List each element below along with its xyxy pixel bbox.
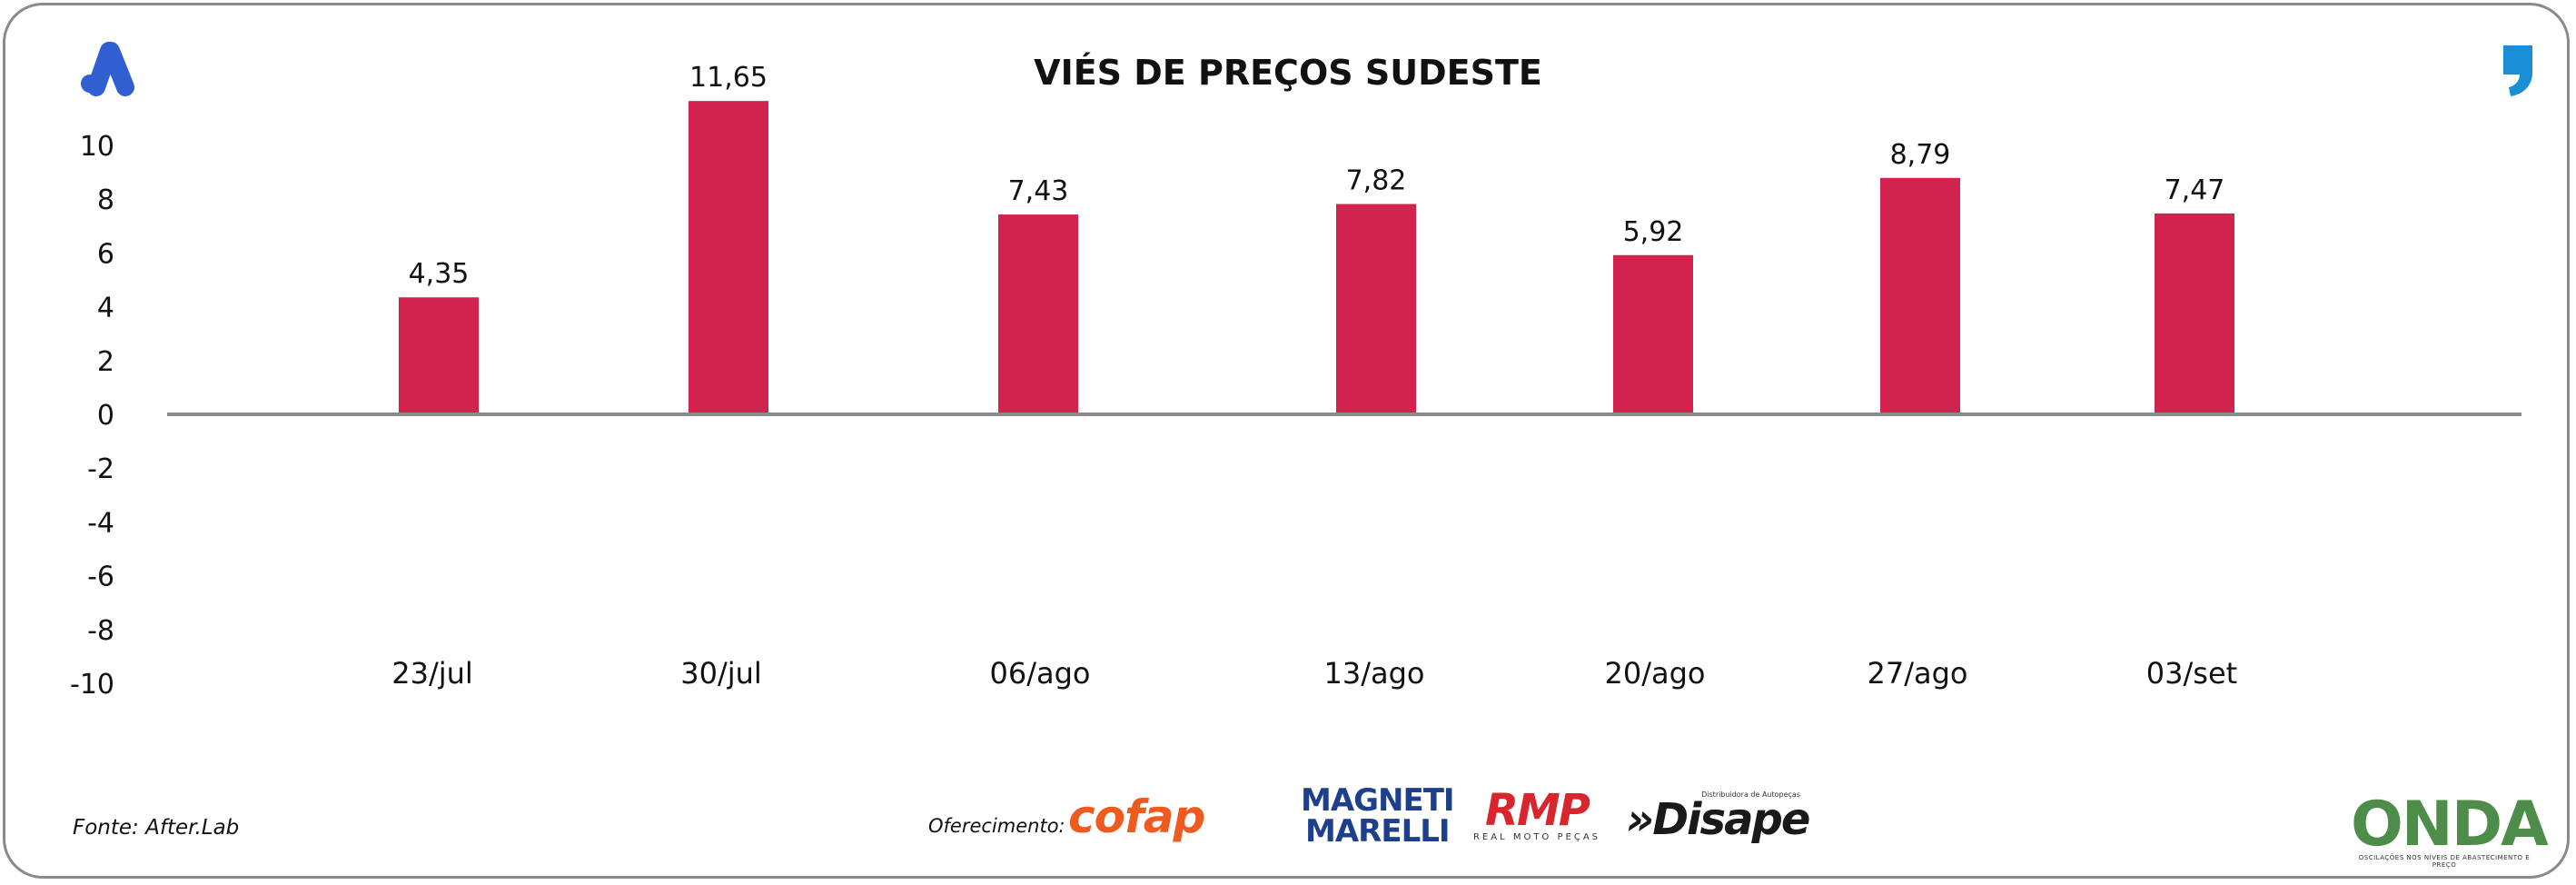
bar <box>399 297 479 414</box>
y-tick-label: -8 <box>87 615 114 647</box>
x-tick-label: 20/ago <box>1605 656 1706 691</box>
x-tick-label: 27/ago <box>1868 656 1968 691</box>
bar <box>998 214 1078 414</box>
onda-logo-subtitle: OSCILAÇÕES NOS NÍVEIS DE ABASTECIMENTO E… <box>2358 854 2531 869</box>
rmp-logo-text: RMP <box>1485 785 1590 836</box>
bar <box>1613 254 1693 414</box>
chart-frame <box>3 3 2570 879</box>
onda-logo-text: ONDA <box>2351 789 2549 860</box>
x-tick-label: 30/jul <box>680 656 762 691</box>
y-tick-label: -6 <box>87 562 114 593</box>
cofap-logo: cofap <box>1068 791 1205 843</box>
after-logo-icon <box>81 42 134 96</box>
magneti-logo-line1: MAGNETI <box>1301 782 1455 819</box>
onda-logo: ONDA OSCILAÇÕES NOS NÍVEIS DE ABASTECIME… <box>2351 789 2549 870</box>
data-label: 7,43 <box>1008 175 1069 207</box>
bar <box>1880 177 1960 415</box>
y-tick-label: 8 <box>97 184 114 216</box>
data-label: 11,65 <box>689 62 768 94</box>
disape-logo: Distribuidora de Autopeças »Disape <box>1626 791 1810 845</box>
data-label: 8,79 <box>1890 139 1951 171</box>
disape-logo-tagline: Distribuidora de Autopeças <box>1701 791 1800 799</box>
bar <box>2155 213 2234 414</box>
y-tick-label: -10 <box>70 669 114 701</box>
bar <box>1336 204 1416 414</box>
disape-logo-text: »Disape <box>1626 794 1810 845</box>
data-label: 7,82 <box>1346 165 1407 197</box>
x-tick-label: 06/ago <box>990 656 1091 691</box>
data-label: 4,35 <box>409 258 470 290</box>
x-tick-label: 23/jul <box>391 656 473 691</box>
rmp-logo: RMP REAL MOTO PEÇAS <box>1470 789 1604 842</box>
y-tick-label: -4 <box>87 507 114 539</box>
y-tick-label: 6 <box>97 238 114 270</box>
magneti-marelli-logo: MAGNETI MARELLI <box>1301 782 1455 850</box>
magneti-logo-line2: MARELLI <box>1305 813 1451 850</box>
chart-title: VIÉS DE PREÇOS SUDESTE <box>1034 53 1542 93</box>
y-tick-label: 2 <box>97 346 114 378</box>
x-tick-label: 13/ago <box>1324 656 1425 691</box>
quote-mark-icon <box>2503 45 2532 96</box>
rmp-logo-subtitle: REAL MOTO PEÇAS <box>1472 832 1601 842</box>
bar <box>689 101 768 414</box>
sponsor-label: Oferecimento: <box>928 815 1065 837</box>
y-tick-label: 0 <box>97 400 114 432</box>
y-tick-label: 4 <box>97 293 114 324</box>
source-text: Fonte: After.Lab <box>73 816 240 840</box>
data-label: 7,47 <box>2165 174 2225 206</box>
x-tick-label: 03/set <box>2146 656 2237 691</box>
data-label: 5,92 <box>1623 216 1684 248</box>
y-tick-label: 10 <box>80 131 114 163</box>
y-tick-label: -2 <box>87 453 114 485</box>
